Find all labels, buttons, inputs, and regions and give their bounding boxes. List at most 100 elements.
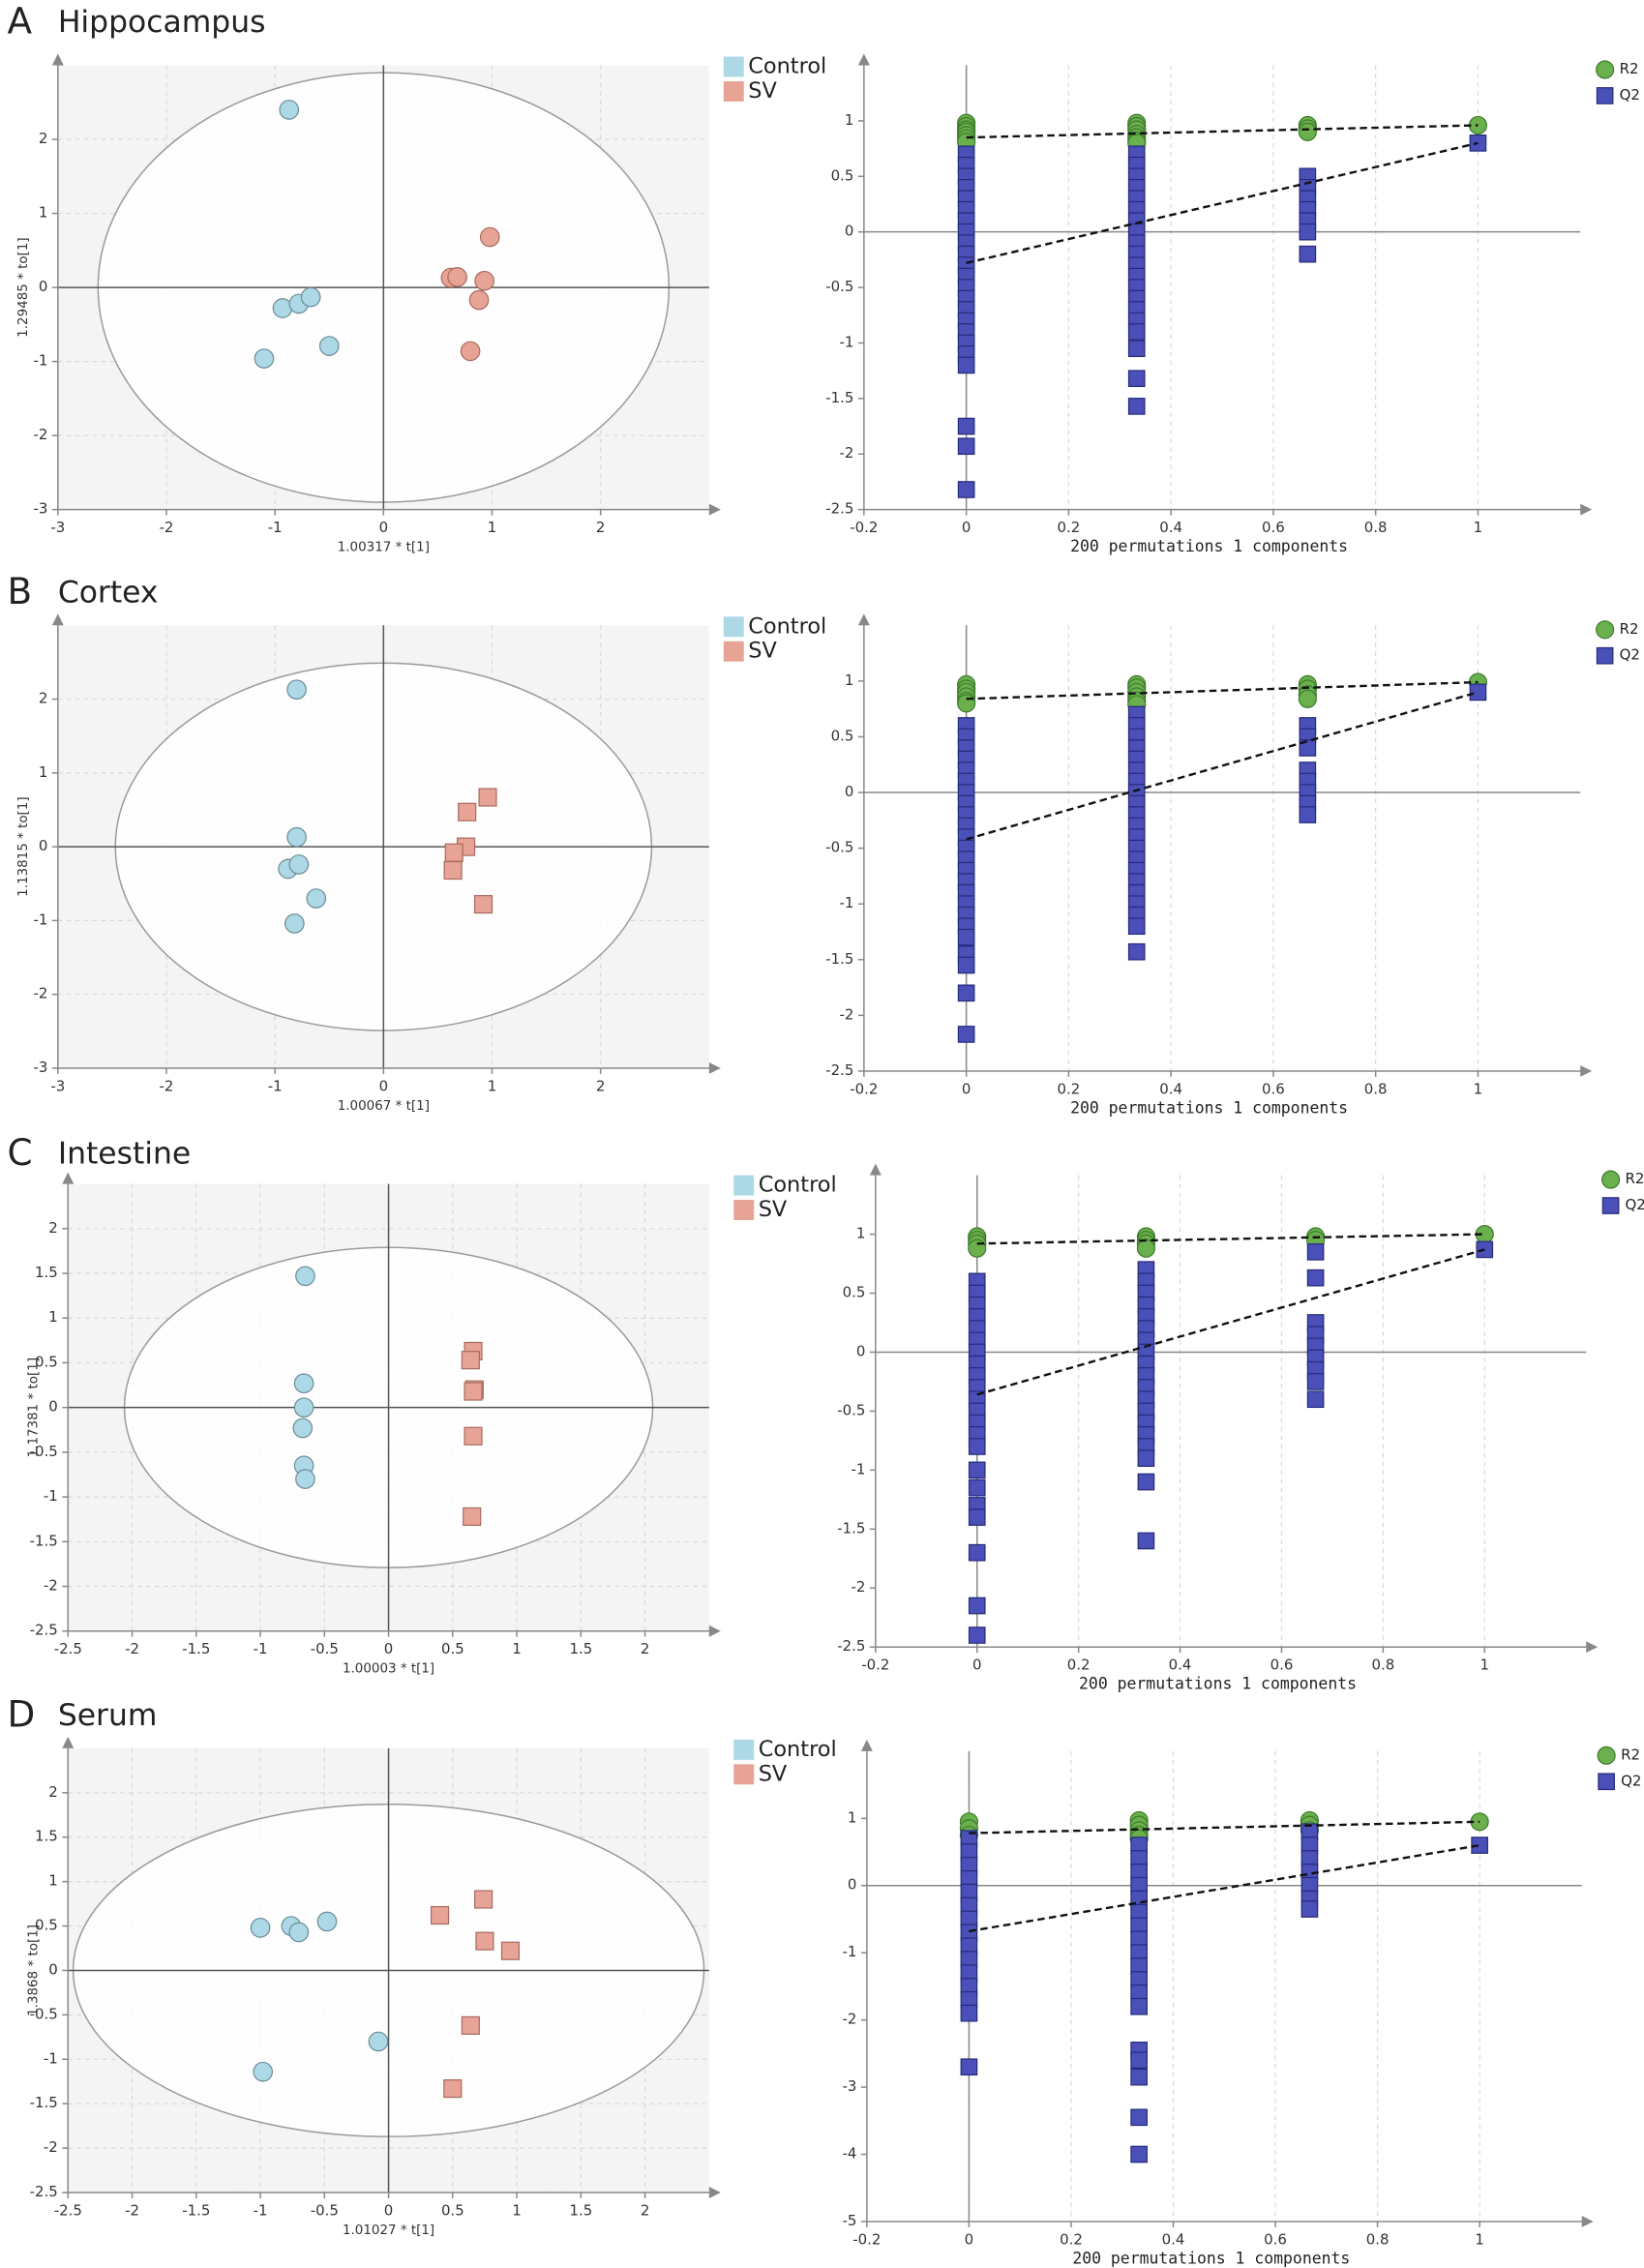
legend-swatch [1601,1170,1621,1189]
y-tick-label: -1.5 [837,1519,865,1537]
x-tick-label: 2 [641,1640,650,1657]
x-tick-label: 1 [488,519,497,536]
x-tick-label: 0.2 [1060,2230,1083,2248]
regression-line [969,1820,1480,1835]
point [300,286,321,308]
axis-arrow [708,503,721,516]
y-tick-label: -2 [839,1005,853,1023]
legend-swatch [733,1739,755,1760]
legend-swatch [1596,620,1615,640]
regression-line [966,141,1479,264]
axis-arrow [860,1739,873,1751]
x-tick-label: -1 [254,2201,268,2219]
point [957,984,975,1002]
x-tick-label: 0 [962,519,971,536]
y-tick-label: -1 [851,1460,865,1477]
x-tick-label: -1.5 [182,2201,210,2219]
y-tick-label: -1 [44,1487,58,1505]
point [306,888,327,909]
point [968,1461,986,1479]
y-tick-label: -1 [839,894,853,911]
x-tick-label: 0.2 [1058,1080,1081,1097]
x-tick-label: 0.8 [1371,1656,1394,1674]
point [447,267,467,287]
x-tick-label: 0.8 [1366,2230,1390,2248]
point [1469,134,1487,152]
y-tick-label: -0.5 [837,1401,865,1418]
legend-label: R2 [1620,60,1639,77]
point [1127,398,1146,415]
x-tick-label: 2 [596,1077,606,1094]
point [1306,1243,1325,1261]
y-tick-label: -1.5 [30,1532,58,1549]
axis-arrow [869,1163,882,1176]
y-tick-label: 2 [39,690,48,707]
point [1136,1238,1155,1258]
x-tick-label: 1.5 [569,1640,592,1657]
x-tick-label: -1 [254,1640,268,1657]
x-tick-label: -0.5 [311,1640,339,1657]
y-tick-label: -2.5 [825,1061,853,1079]
legend-swatch [1601,1197,1620,1214]
point [1299,739,1317,757]
x-axis-label: 1.00067 * t[1] [338,1099,430,1114]
axis-arrow [708,1625,721,1637]
y-tick-label: -1 [44,2049,58,2067]
x-tick-label: 0 [962,1080,971,1097]
x-tick-label: 1 [512,1640,522,1657]
point [1137,1532,1155,1550]
legend-swatch [1598,1773,1615,1791]
point [957,417,975,435]
legend-swatch [733,1175,755,1196]
regression-line [966,680,1479,701]
y-tick-label: -2 [839,444,853,462]
y-tick-label: 2 [48,1219,58,1237]
y-tick-label: -1 [33,352,47,370]
point [463,1382,483,1401]
y-tick-label: 0 [39,837,48,854]
y-tick-label: -1 [33,910,47,928]
regression-line [966,691,1479,841]
legend-swatch [733,1764,755,1785]
x-tick-label: 0.8 [1364,519,1388,536]
point [460,341,481,362]
point [957,481,975,498]
x-tick-label: 0.6 [1262,519,1285,536]
y-tick-label: -3 [33,500,47,518]
y-axis-label: 1.17381 * to[1] [26,1358,41,1457]
point [957,928,975,946]
x-tick-label: -1 [268,1077,283,1094]
x-tick-label: -0.2 [850,519,878,536]
x-tick-label: 1.5 [569,2201,592,2219]
x-tick-label: -1.5 [182,1640,210,1657]
point [368,2031,389,2052]
y-tick-label: 1.5 [35,1264,58,1281]
point [254,348,275,369]
point [1306,1373,1325,1390]
y-tick-label: -2 [33,426,47,443]
axis-arrow [708,1061,721,1074]
point [479,226,500,248]
legend-label: R2 [1621,1746,1640,1763]
point [1469,683,1487,701]
point [288,1922,310,1943]
x-tick-label: -3 [50,1077,65,1094]
point [293,1373,314,1394]
point [474,270,494,291]
point [1127,942,1146,961]
x-tick-label: 1 [1474,519,1483,536]
y-tick-label: -5 [842,2212,856,2229]
y-tick-label: -4 [842,2145,856,2163]
legend-label: Control [748,53,826,78]
x-tick-label: 2 [641,2201,650,2219]
point [1137,1473,1155,1491]
legend-label: Q2 [1620,86,1640,104]
point [1127,323,1146,341]
y-axis-label: 1.3868 * to[1] [26,1925,41,2016]
legend-label: Control [759,1173,837,1198]
legend-label: SV [748,78,777,104]
y-tick-label: -2 [851,1578,865,1596]
y-tick-label: -1.5 [30,2094,58,2111]
y-tick-label: -0.5 [30,2005,58,2022]
legend-label: SV [759,1761,788,1786]
